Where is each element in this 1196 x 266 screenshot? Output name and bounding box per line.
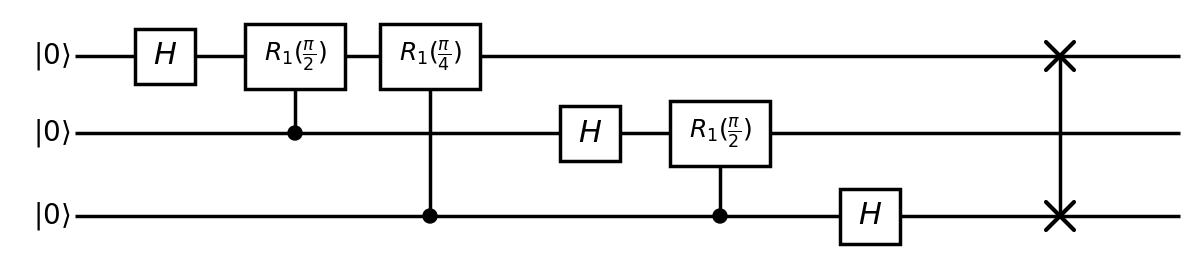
Text: $H$: $H$ bbox=[153, 40, 177, 72]
Bar bbox=[245, 23, 344, 89]
Text: $R_1(\frac{\pi}{4})$: $R_1(\frac{\pi}{4})$ bbox=[398, 39, 462, 73]
Text: $R_1(\frac{\pi}{2})$: $R_1(\frac{\pi}{2})$ bbox=[689, 116, 751, 150]
Bar bbox=[670, 101, 770, 165]
Bar bbox=[380, 23, 480, 89]
Text: $|0\rangle$: $|0\rangle$ bbox=[33, 117, 71, 149]
Bar bbox=[135, 28, 195, 84]
Circle shape bbox=[288, 126, 303, 140]
Text: $H$: $H$ bbox=[858, 201, 883, 231]
Circle shape bbox=[713, 209, 727, 223]
Text: $|0\rangle$: $|0\rangle$ bbox=[33, 40, 71, 72]
Bar bbox=[560, 106, 620, 160]
Bar bbox=[840, 189, 901, 243]
Circle shape bbox=[423, 209, 437, 223]
Text: $|0\rangle$: $|0\rangle$ bbox=[33, 200, 71, 232]
Text: $R_1(\frac{\pi}{2})$: $R_1(\frac{\pi}{2})$ bbox=[263, 39, 327, 73]
Text: $H$: $H$ bbox=[578, 118, 602, 148]
